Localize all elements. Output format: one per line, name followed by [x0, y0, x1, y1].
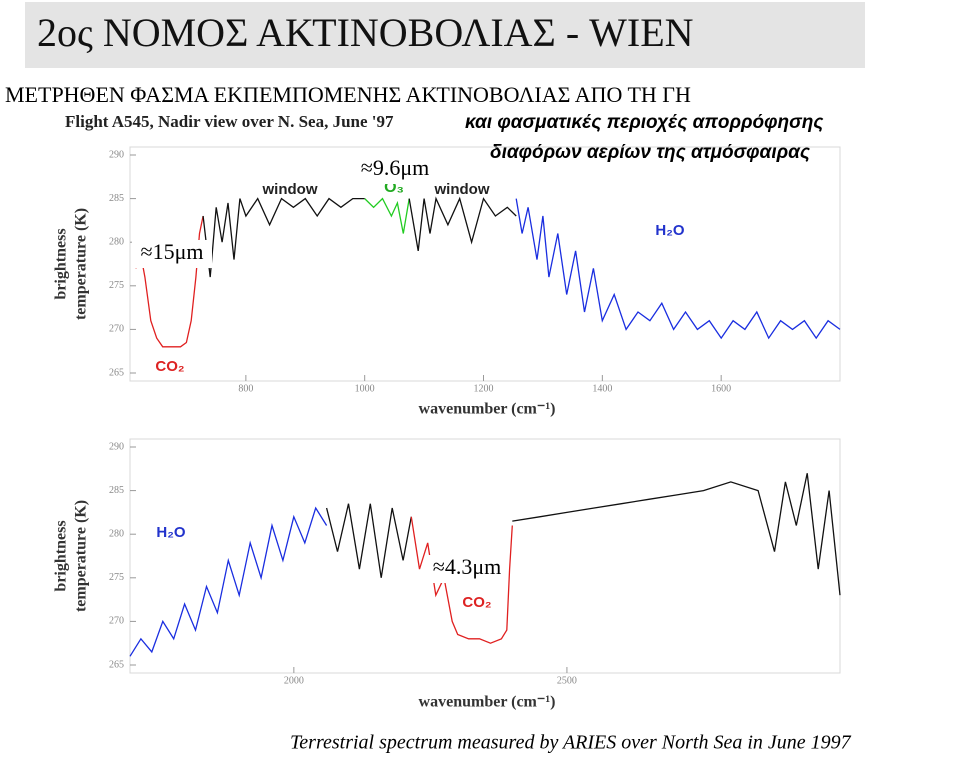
annotation: ≈4.3μm: [433, 554, 501, 579]
annotation: H₂O: [655, 222, 684, 239]
x-tick-label: 1000: [355, 383, 375, 394]
spectrum-line: [202, 197, 365, 278]
x-tick-label: 1400: [592, 383, 612, 394]
annotation: ≈15μm: [141, 239, 204, 264]
annotation: H₂O: [156, 524, 185, 541]
spectrum-line: [408, 196, 517, 252]
x-axis-label: wavenumber (cm⁻¹): [419, 401, 556, 418]
x-tick-label: 1200: [474, 383, 494, 394]
y-axis-label: brightness: [53, 228, 70, 299]
annotation: CO₂: [462, 594, 491, 611]
annotation: ≈9.6μm: [361, 155, 429, 180]
x-tick-label: 2000: [284, 675, 304, 686]
spectrum-line: [364, 197, 410, 234]
annotation-box: [132, 240, 212, 268]
spectrum-line: [135, 215, 204, 348]
y-tick-label: 280: [109, 236, 124, 247]
annotation-box: [355, 156, 435, 184]
note-line: διαφόρων αερίων της ατμόσφαιρας: [490, 142, 811, 163]
slide-subtitle: ΜΕΤΡΗΘΕΝ ΦΑΣΜΑ ΕΚΠΕΜΠΟΜΕΝΗΣ ΑΚΤΙΝΟΒΟΛΙΑΣ…: [5, 82, 691, 107]
x-tick-label: 2500: [557, 675, 577, 686]
spectrum-line: [325, 503, 412, 578]
annotation-box: [427, 555, 507, 583]
y-tick-label: 270: [109, 616, 124, 627]
plot-frame: [129, 438, 841, 674]
x-tick-label: 1600: [711, 383, 731, 394]
note-line: και φασματικές περιοχές απορρόφησης: [465, 112, 824, 133]
annotation: window: [434, 181, 490, 198]
y-tick-label: 275: [109, 572, 124, 583]
y-axis-label: temperature (K): [73, 500, 90, 612]
x-axis-label: wavenumber (cm⁻¹): [419, 694, 556, 711]
spectrum-line: [129, 506, 328, 657]
y-axis-label: temperature (K): [73, 208, 90, 320]
y-tick-label: 280: [109, 528, 124, 539]
title-box: [25, 2, 865, 68]
spectrum-line: [410, 516, 513, 644]
plot-frame: [129, 146, 841, 382]
y-tick-label: 275: [109, 280, 124, 291]
y-tick-label: 285: [109, 193, 124, 204]
y-tick-label: 290: [109, 441, 124, 452]
slide-title: 2ος ΝΟΜΟΣ ΑΚΤΙΝΟΒΟΛΙΑΣ - WIEN: [37, 10, 694, 55]
spectrum-line: [512, 473, 841, 596]
spectrum-line: [515, 198, 841, 340]
annotation: CO₂: [155, 358, 184, 375]
annotation: window: [262, 181, 318, 198]
y-tick-label: 270: [109, 324, 124, 335]
x-tick-label: 800: [238, 383, 253, 394]
chart-title: Flight A545, Nadir view over N. Sea, Jun…: [65, 112, 394, 131]
y-axis-label: brightness: [53, 520, 70, 591]
y-tick-label: 265: [109, 659, 124, 670]
caption: Terrestrial spectrum measured by ARIES o…: [290, 732, 852, 754]
y-tick-label: 285: [109, 485, 124, 496]
y-tick-label: 265: [109, 367, 124, 378]
y-tick-label: 290: [109, 149, 124, 160]
